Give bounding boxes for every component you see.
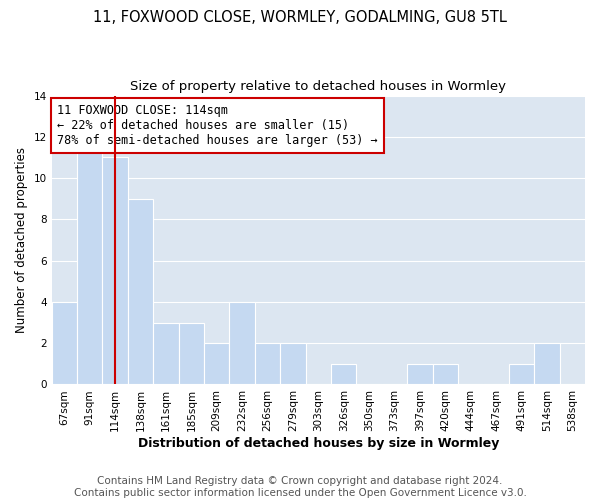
Bar — [534, 343, 560, 384]
X-axis label: Distribution of detached houses by size in Wormley: Distribution of detached houses by size … — [137, 437, 499, 450]
Y-axis label: Number of detached properties: Number of detached properties — [15, 147, 28, 333]
Bar — [509, 364, 534, 384]
Bar — [153, 322, 179, 384]
Bar — [433, 364, 458, 384]
Title: Size of property relative to detached houses in Wormley: Size of property relative to detached ho… — [130, 80, 506, 93]
Text: 11 FOXWOOD CLOSE: 114sqm
← 22% of detached houses are smaller (15)
78% of semi-d: 11 FOXWOOD CLOSE: 114sqm ← 22% of detach… — [57, 104, 377, 147]
Bar — [128, 198, 153, 384]
Bar — [77, 137, 103, 384]
Bar — [103, 158, 128, 384]
Bar — [179, 322, 204, 384]
Bar — [255, 343, 280, 384]
Bar — [204, 343, 229, 384]
Bar — [52, 302, 77, 384]
Text: 11, FOXWOOD CLOSE, WORMLEY, GODALMING, GU8 5TL: 11, FOXWOOD CLOSE, WORMLEY, GODALMING, G… — [93, 10, 507, 25]
Bar — [280, 343, 305, 384]
Bar — [229, 302, 255, 384]
Bar — [407, 364, 433, 384]
Text: Contains HM Land Registry data © Crown copyright and database right 2024.
Contai: Contains HM Land Registry data © Crown c… — [74, 476, 526, 498]
Bar — [331, 364, 356, 384]
